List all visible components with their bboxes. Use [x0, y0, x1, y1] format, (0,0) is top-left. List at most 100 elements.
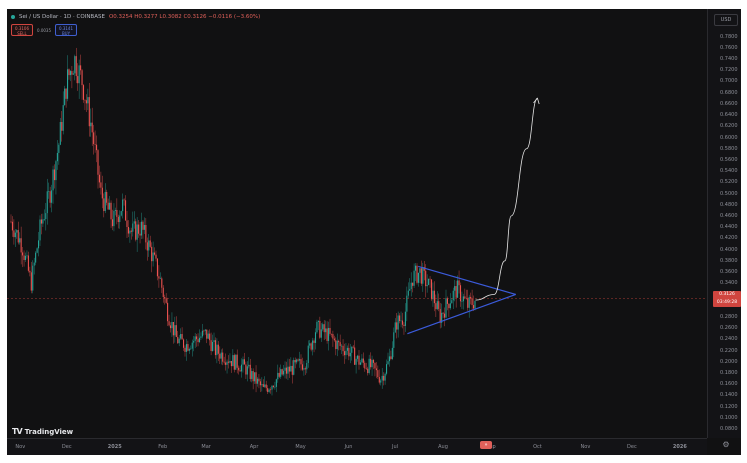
candle-down — [412, 282, 414, 286]
price-tick-label: 0.1600 — [720, 381, 738, 388]
candle-down — [401, 320, 404, 325]
candle-down — [370, 358, 372, 368]
candle-down — [161, 278, 163, 288]
candle-down — [29, 270, 31, 273]
price-tick-label: 0.4800 — [720, 201, 738, 208]
candle-down — [442, 312, 444, 314]
candle-up — [216, 344, 218, 356]
candle-down — [372, 359, 375, 363]
candle-down — [146, 242, 148, 251]
candle-up — [119, 215, 121, 223]
candle-up — [256, 378, 259, 384]
candle-down — [265, 384, 267, 389]
candle-down — [448, 303, 450, 309]
candle-down — [11, 221, 13, 231]
candle-down — [270, 389, 272, 391]
candle-up — [274, 386, 276, 388]
time-tick-label: Aug — [438, 444, 448, 450]
tradingview-logo[interactable]: TV TradingView — [12, 427, 73, 436]
candle-down — [91, 122, 93, 133]
candle-up — [190, 348, 192, 350]
time-tick-label: Jun — [344, 444, 353, 450]
candle-down — [383, 375, 385, 381]
candle-down — [125, 200, 127, 221]
candle-down — [49, 191, 51, 203]
candle-down — [71, 71, 73, 75]
price-tick-label: 0.2000 — [720, 358, 738, 365]
candle-down — [117, 216, 119, 223]
candle-up — [56, 152, 58, 162]
candle-down — [10, 221, 12, 223]
candle-down — [300, 359, 302, 365]
candle-down — [65, 88, 67, 99]
sell-button[interactable]: 0.3106 SELL — [11, 24, 33, 36]
candle-down — [464, 296, 466, 299]
price-tick-label: 0.3600 — [720, 269, 738, 276]
candle-up — [226, 361, 228, 365]
candle-up — [46, 191, 48, 214]
candle-down — [367, 368, 369, 374]
candle-down — [223, 361, 225, 363]
candle-up — [235, 354, 237, 370]
candle-up — [355, 358, 357, 365]
candle-up — [432, 290, 434, 300]
candle-up — [452, 290, 454, 301]
candle-up — [361, 358, 363, 363]
time-tick-label: Feb — [158, 444, 168, 450]
candle-down — [154, 252, 156, 255]
candle-up — [26, 255, 28, 257]
candle-up — [143, 224, 145, 230]
candle-up — [220, 352, 222, 359]
candle-up — [303, 368, 305, 370]
candle-down — [333, 338, 335, 341]
candle-down — [68, 69, 70, 76]
buy-button[interactable]: 0.3141 BUY — [55, 24, 77, 36]
candle-down — [183, 339, 185, 348]
candle-down — [403, 324, 405, 326]
candle-up — [229, 360, 231, 363]
candle-down — [158, 276, 160, 279]
candle-down — [255, 372, 257, 384]
candle-up — [328, 327, 330, 341]
candle-up — [381, 375, 383, 381]
candle-down — [430, 279, 433, 300]
candle-up — [280, 369, 282, 377]
market-status-icon — [11, 15, 15, 19]
candle-down — [390, 356, 392, 359]
symbol-header[interactable]: Sei / US Dollar · 1D · COINBASE O0.3254 … — [11, 12, 260, 22]
gear-icon[interactable]: ⚙ — [722, 440, 730, 449]
candle-up — [171, 321, 173, 329]
triangle-upper-trendline — [418, 265, 516, 296]
symbol-title[interactable]: Sei / US Dollar · 1D · COINBASE — [19, 14, 105, 20]
price-tick-label: 0.2800 — [720, 313, 738, 320]
currency-selector[interactable]: USD — [714, 14, 738, 26]
candle-down — [470, 296, 472, 299]
candle-down — [459, 285, 462, 302]
candle-up — [407, 290, 409, 296]
candle-down — [236, 354, 238, 368]
candle-down — [396, 322, 398, 330]
candle-up — [406, 295, 408, 312]
candle-up — [419, 268, 421, 273]
candle-down — [130, 230, 132, 232]
candle-down — [319, 320, 321, 338]
price-chart[interactable] — [7, 9, 707, 438]
price-tick-label: 0.4600 — [720, 212, 738, 219]
candle-down — [175, 325, 177, 337]
candle-down — [181, 334, 183, 340]
candle-down — [139, 233, 141, 236]
candle-down — [17, 230, 19, 243]
last-price-countdown: 03:49:28 — [716, 299, 738, 305]
candle-up — [290, 365, 292, 372]
price-tick-label: 0.4000 — [720, 246, 738, 253]
go-to-realtime-icon[interactable]: » — [480, 441, 492, 449]
time-axis[interactable]: NovDec2025FebMarAprMayJunJulAugSepOctNov… — [7, 438, 707, 455]
candle-down — [75, 56, 77, 77]
candle-down — [342, 345, 344, 352]
candle-up — [359, 362, 361, 365]
candle-up — [185, 344, 187, 352]
last-price-label: 0.3126 03:49:28 — [713, 290, 741, 307]
candle-up — [43, 219, 45, 220]
price-axis[interactable]: 0.7800 0.7600 0.7400 0.7200 0.7000 0.6800 0.66… — [707, 9, 741, 438]
candle-up — [140, 221, 143, 236]
